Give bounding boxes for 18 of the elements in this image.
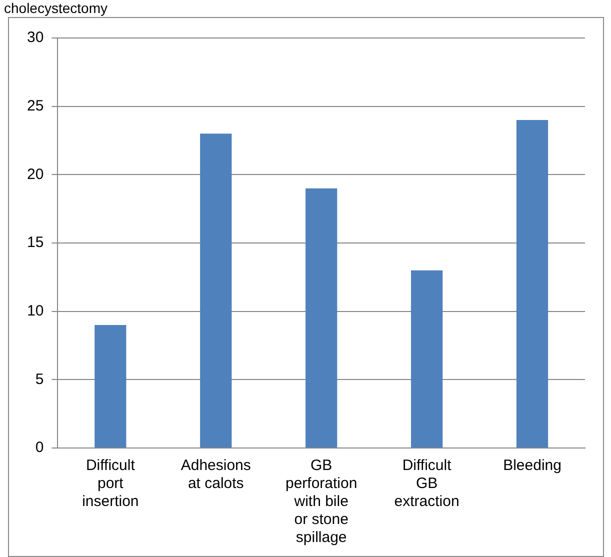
x-tick-label: Difficult GB extraction: [394, 457, 460, 510]
chart-title: cholecystectomy: [4, 0, 108, 16]
bar: [516, 120, 548, 448]
x-tick-label: Adhesions at calots: [180, 457, 251, 492]
y-tick-label: 30: [26, 29, 44, 46]
y-tick-label: 25: [26, 97, 44, 114]
bar: [94, 325, 126, 448]
x-tick-label: Bleeding: [503, 457, 562, 474]
y-tick-label: 20: [26, 166, 44, 183]
x-tick-label: GB perforation with bile or stone spillage: [285, 457, 358, 546]
x-tick-label: Difficult port insertion: [82, 457, 139, 510]
y-tick-label: 0: [35, 439, 44, 456]
y-tick-label: 10: [26, 302, 44, 320]
y-tick-label: 15: [26, 234, 44, 252]
bar: [410, 270, 443, 448]
bar: [200, 134, 232, 448]
y-tick-label: 5: [35, 370, 44, 388]
bar: [306, 188, 338, 448]
